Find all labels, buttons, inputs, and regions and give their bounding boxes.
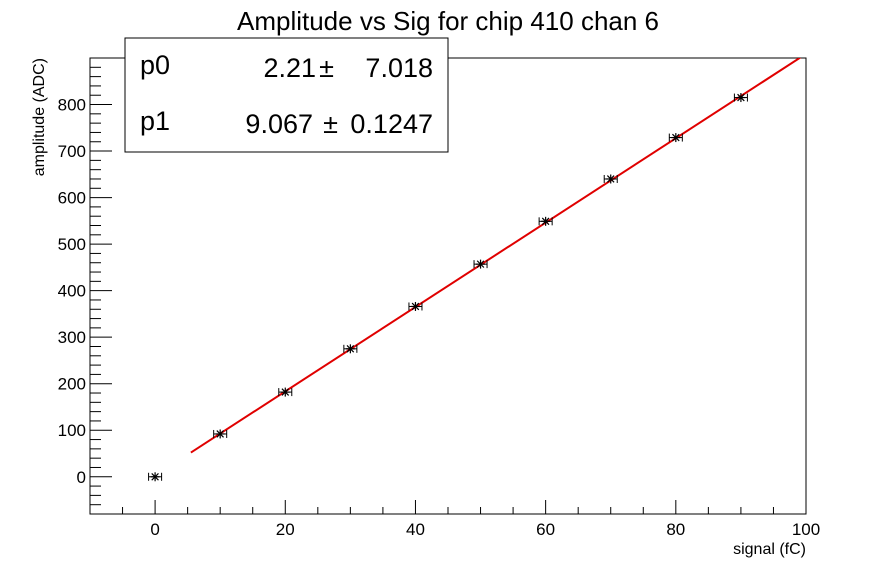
star-marker-stroke	[541, 217, 550, 226]
x-tick-label: 100	[792, 520, 820, 539]
data-point	[408, 301, 423, 311]
x-axis-title: signal (fC)	[733, 541, 806, 558]
star-marker-stroke	[216, 430, 224, 438]
data-point	[603, 174, 618, 184]
chart-title: Amplitude vs Sig for chip 410 chan 6	[237, 6, 659, 36]
stats-box-frame	[124, 37, 449, 153]
stats-p0-pm: ±	[319, 53, 334, 83]
y-tick-label: 0	[77, 468, 86, 487]
star-marker-stroke	[476, 260, 485, 268]
star-marker-stroke	[672, 133, 680, 142]
star-marker-stroke	[737, 93, 745, 102]
fit-function	[190, 58, 802, 454]
x-tick-label: 60	[536, 520, 555, 539]
stats-p0-error: 7.018	[365, 53, 433, 83]
stats-p1-name: p1	[140, 106, 170, 136]
star-marker-stroke	[281, 388, 290, 396]
y-tick-label: 300	[58, 328, 86, 347]
y-tick-label: 700	[58, 142, 86, 161]
y-tick-label: 200	[58, 375, 86, 394]
data-point	[343, 344, 358, 354]
data-point	[473, 259, 488, 269]
stats-p1-error: 0.1247	[350, 109, 433, 139]
data-point	[733, 93, 748, 103]
y-tick-label: 400	[58, 282, 86, 301]
data-point	[213, 429, 228, 439]
data-points	[148, 93, 748, 482]
stats-p0-value: 2.21	[263, 53, 316, 83]
y-tick-label: 600	[58, 189, 86, 208]
stats-p1-value: 9.067	[245, 109, 313, 139]
y-tick-label: 100	[58, 421, 86, 440]
axes: 0 20 40 60 80 100 0 100 200 300 400 500 600 700 800	[58, 57, 820, 539]
x-tick-label: 40	[406, 520, 425, 539]
data-point	[668, 133, 683, 143]
star-marker-stroke	[411, 302, 420, 311]
stats-p0-name: p0	[140, 50, 170, 80]
x-tick-label: 0	[150, 520, 159, 539]
x-tick-label: 80	[666, 520, 685, 539]
star-marker-stroke	[606, 175, 615, 183]
data-point	[148, 472, 163, 482]
star-marker-stroke	[346, 345, 355, 353]
y-axis-title: amplitude (ADC)	[31, 58, 48, 176]
fit-stats-box: p0 7.018 ± 2.21 p1 0.1247 ± 9.067	[124, 37, 449, 153]
x-tick-label: 20	[276, 520, 295, 539]
star-marker-stroke	[151, 472, 159, 481]
data-point	[538, 216, 553, 226]
y-tick-label: 800	[58, 96, 86, 115]
y-tick-label: 500	[58, 235, 86, 254]
stats-p1-pm: ±	[323, 109, 338, 139]
data-point	[278, 387, 293, 397]
fit-line	[190, 58, 802, 454]
